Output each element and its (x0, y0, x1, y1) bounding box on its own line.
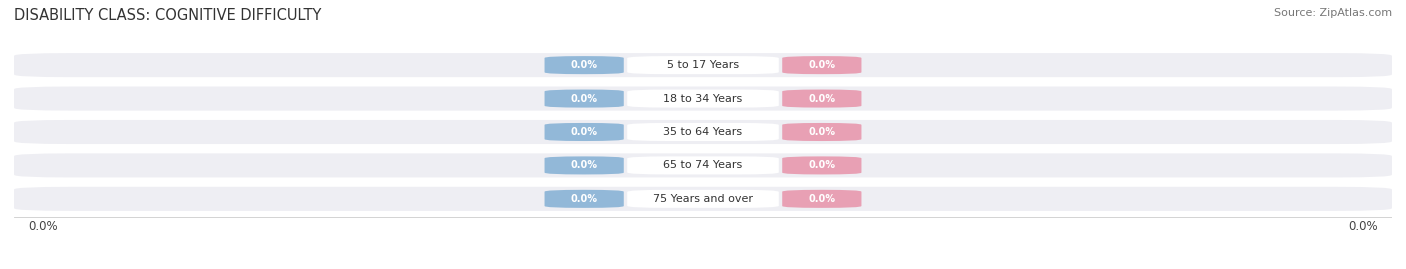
Text: 0.0%: 0.0% (808, 194, 835, 204)
Text: 0.0%: 0.0% (808, 127, 835, 137)
Text: 18 to 34 Years: 18 to 34 Years (664, 94, 742, 104)
Text: 0.0%: 0.0% (571, 60, 598, 70)
Text: 0.0%: 0.0% (571, 127, 598, 137)
Text: 35 to 64 Years: 35 to 64 Years (664, 127, 742, 137)
Text: 65 to 74 Years: 65 to 74 Years (664, 160, 742, 171)
FancyBboxPatch shape (627, 156, 779, 175)
FancyBboxPatch shape (14, 53, 1392, 77)
Text: 0.0%: 0.0% (571, 160, 598, 171)
Text: 0.0%: 0.0% (808, 160, 835, 171)
FancyBboxPatch shape (14, 153, 1392, 178)
FancyBboxPatch shape (782, 156, 862, 175)
Text: 5 to 17 Years: 5 to 17 Years (666, 60, 740, 70)
FancyBboxPatch shape (14, 87, 1392, 111)
FancyBboxPatch shape (544, 156, 624, 175)
Text: Source: ZipAtlas.com: Source: ZipAtlas.com (1274, 8, 1392, 18)
FancyBboxPatch shape (544, 90, 624, 108)
Text: 75 Years and over: 75 Years and over (652, 194, 754, 204)
FancyBboxPatch shape (782, 56, 862, 74)
FancyBboxPatch shape (627, 190, 779, 208)
FancyBboxPatch shape (627, 56, 779, 74)
Text: 0.0%: 0.0% (28, 220, 58, 233)
FancyBboxPatch shape (544, 190, 624, 208)
Text: 0.0%: 0.0% (571, 194, 598, 204)
Text: 0.0%: 0.0% (808, 60, 835, 70)
FancyBboxPatch shape (627, 90, 779, 108)
FancyBboxPatch shape (544, 123, 624, 141)
Text: 0.0%: 0.0% (1348, 220, 1378, 233)
FancyBboxPatch shape (782, 90, 862, 108)
FancyBboxPatch shape (627, 123, 779, 141)
Text: DISABILITY CLASS: COGNITIVE DIFFICULTY: DISABILITY CLASS: COGNITIVE DIFFICULTY (14, 8, 322, 23)
Text: 0.0%: 0.0% (808, 94, 835, 104)
FancyBboxPatch shape (14, 120, 1392, 144)
FancyBboxPatch shape (544, 56, 624, 74)
FancyBboxPatch shape (14, 187, 1392, 211)
FancyBboxPatch shape (782, 190, 862, 208)
FancyBboxPatch shape (782, 123, 862, 141)
Text: 0.0%: 0.0% (571, 94, 598, 104)
